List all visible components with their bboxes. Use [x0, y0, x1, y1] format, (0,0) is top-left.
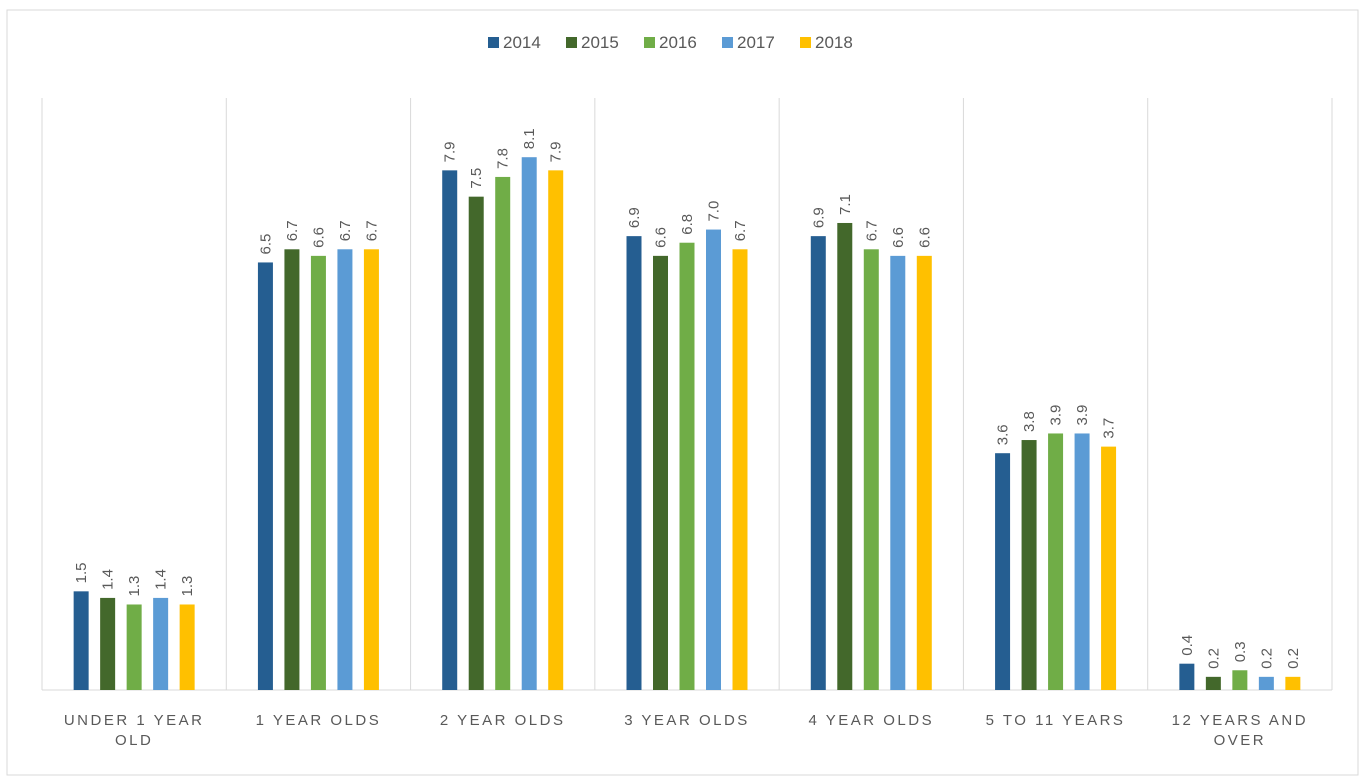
- value-label: 6.7: [337, 220, 354, 241]
- bar: [442, 170, 458, 690]
- value-label: 6.7: [284, 220, 301, 241]
- value-label: 6.6: [890, 227, 907, 248]
- x-tick-label: 3 YEAR OLDS: [624, 712, 750, 729]
- legend-label: 2016: [659, 33, 697, 52]
- value-label: 6.7: [363, 220, 380, 241]
- bar: [1285, 676, 1301, 690]
- bar: [153, 597, 169, 690]
- value-label: 1.4: [100, 569, 117, 590]
- bar: [1258, 676, 1274, 690]
- legend-swatch: [644, 37, 655, 48]
- bar: [890, 255, 906, 690]
- value-label: 6.5: [257, 234, 274, 255]
- value-label: 6.6: [653, 227, 670, 248]
- value-label: 0.2: [1285, 648, 1302, 669]
- bar: [1205, 676, 1221, 690]
- value-label: 0.4: [1179, 635, 1196, 656]
- bar: [284, 249, 300, 691]
- value-label: 6.6: [916, 227, 933, 248]
- value-label: 1.3: [179, 576, 196, 597]
- bar: [495, 176, 511, 690]
- x-tick-label: 2 YEAR OLDS: [439, 712, 566, 729]
- value-label: 3.9: [1048, 405, 1065, 426]
- legend-swatch: [566, 37, 577, 48]
- bar: [732, 249, 748, 691]
- legend-swatch: [488, 37, 499, 48]
- bar: [916, 255, 932, 690]
- value-label: 7.0: [706, 201, 723, 222]
- value-label: 7.1: [837, 194, 854, 215]
- bar: [1101, 446, 1117, 690]
- bar: [126, 604, 142, 690]
- value-label: 6.8: [679, 214, 696, 235]
- bar: [1232, 670, 1248, 690]
- value-label: 6.7: [863, 220, 880, 241]
- bar: [995, 453, 1011, 690]
- value-label: 3.7: [1101, 418, 1118, 439]
- value-label: 0.2: [1258, 648, 1275, 669]
- legend-label: 2017: [737, 33, 775, 52]
- value-label: 0.3: [1232, 641, 1249, 662]
- bar: [653, 255, 668, 690]
- value-label: 7.9: [442, 141, 459, 162]
- bar: [521, 157, 537, 690]
- bar: [548, 170, 564, 690]
- value-label: 7.5: [468, 168, 485, 189]
- legend-label: 2018: [815, 33, 853, 52]
- bar: [179, 604, 195, 690]
- bar: [863, 249, 879, 691]
- value-label: 6.6: [310, 227, 327, 248]
- bar: [626, 236, 642, 690]
- bar: [468, 196, 484, 690]
- value-label: 3.8: [1021, 411, 1038, 432]
- value-label: 1.3: [126, 576, 143, 597]
- value-label: 6.9: [810, 207, 827, 228]
- bar: [310, 255, 326, 690]
- bar: [810, 236, 826, 690]
- x-tick-label: 1 YEAR OLDS: [255, 712, 382, 729]
- bar: [73, 591, 89, 690]
- bar: [1048, 433, 1064, 690]
- value-label: 3.6: [995, 424, 1012, 445]
- x-tick-label: UNDER 1 YEAR OLD: [63, 712, 205, 749]
- legend-swatch: [800, 37, 811, 48]
- bar: [363, 249, 379, 691]
- bar: [1179, 663, 1195, 690]
- value-label: 1.4: [153, 569, 170, 590]
- bar: [257, 262, 273, 690]
- legend-label: 2015: [581, 33, 619, 52]
- x-tick-label: 5 TO 11 YEARS: [985, 712, 1126, 729]
- value-label: 6.7: [732, 220, 749, 241]
- bar: [706, 229, 721, 691]
- value-label: 3.9: [1074, 405, 1091, 426]
- x-tick-label: 12 YEARS AND OVER: [1171, 712, 1309, 749]
- value-label: 6.9: [626, 207, 643, 228]
- value-label: 0.2: [1205, 648, 1222, 669]
- value-label: 7.8: [495, 148, 512, 169]
- bar: [337, 249, 353, 691]
- legend-swatch: [722, 37, 733, 48]
- bar: [100, 597, 116, 690]
- legend-label: 2014: [503, 33, 541, 52]
- bar: [837, 222, 853, 690]
- value-label: 8.1: [521, 128, 538, 149]
- x-tick-label: 4 YEAR OLDS: [808, 712, 935, 729]
- chart-frame: [6, 9, 1359, 776]
- bar: [679, 242, 695, 690]
- bar: [1021, 440, 1037, 690]
- value-label: 1.5: [73, 562, 90, 583]
- bar: [1074, 433, 1090, 690]
- value-label: 7.9: [548, 141, 565, 162]
